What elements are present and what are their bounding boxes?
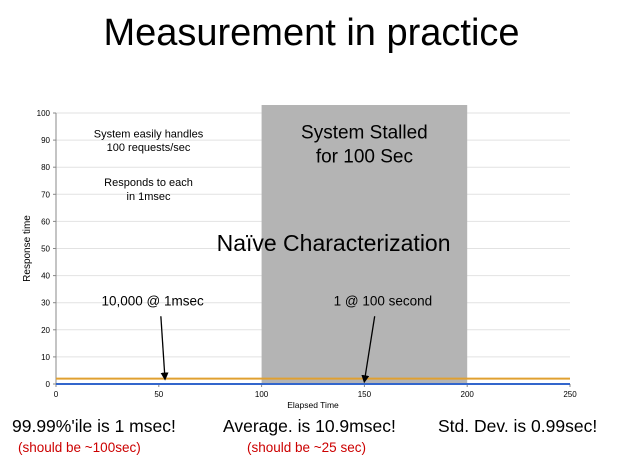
annotation-text-2: System Stalled [301, 123, 428, 144]
y-tick-label: 90 [41, 136, 50, 145]
y-axis-label: Response time [22, 215, 33, 282]
x-tick-label: 100 [255, 390, 269, 399]
stall-region [261, 105, 468, 384]
y-tick-label: 80 [41, 163, 50, 172]
slide-title: Measurement in practice [103, 12, 520, 54]
average-stat: Average. is 10.9msec! [223, 416, 396, 436]
x-axis-label: Elapsed Time [287, 400, 339, 410]
x-tick-label: 0 [54, 390, 59, 399]
y-tick-label: 0 [46, 380, 51, 389]
y-tick-label: 10 [41, 353, 50, 362]
percentile-note: (should be ~100sec) [18, 440, 141, 455]
annotation-text-4: 10,000 @ 1msec [101, 293, 204, 308]
y-tick-label: 30 [41, 299, 50, 308]
annotation-arrow-0 [160, 316, 169, 381]
y-tick-label: 40 [41, 272, 50, 281]
annotation-text-0: 100 requests/sec [107, 142, 191, 154]
annotation-text-3: Naïve Characterization [217, 230, 451, 256]
y-tick-label: 20 [41, 326, 50, 335]
x-tick-label: 150 [358, 390, 372, 399]
x-tick-label: 250 [563, 390, 577, 399]
y-tick-label: 100 [37, 109, 51, 118]
annotation-text-0: System easily handles [94, 128, 204, 140]
y-tick-label: 70 [41, 190, 50, 199]
annotation-text-1: Responds to each [104, 177, 193, 189]
annotation-text-2: for 100 Sec [316, 146, 413, 167]
x-tick-label: 200 [461, 390, 475, 399]
y-tick-label: 60 [41, 217, 50, 226]
x-tick-label: 50 [154, 390, 163, 399]
average-note: (should be ~25 sec) [247, 440, 366, 455]
percentile-stat: 99.99%'ile is 1 msec! [12, 416, 176, 436]
stddev-stat: Std. Dev. is 0.99sec! [438, 416, 598, 436]
annotation-text-5: 1 @ 100 second [334, 293, 433, 308]
annotation-arrow-1 [361, 316, 376, 384]
annotation-text-1: in 1msec [127, 191, 172, 203]
y-tick-label: 50 [41, 245, 50, 254]
